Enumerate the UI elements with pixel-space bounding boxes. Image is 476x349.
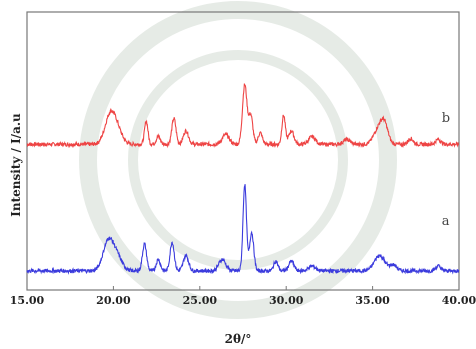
x-axis-ticks: 15.00 20.00 25.00 30.00 35.00 40.00 [10, 286, 476, 307]
y-axis-label: Intensity / I/a.u [9, 113, 23, 217]
x-tick-label: 15.00 [10, 294, 45, 307]
x-axis-label: 2θ/° [225, 332, 252, 346]
x-tick-label: 25.00 [183, 294, 218, 307]
series-line-b [26, 83, 460, 149]
series-label-a: a [442, 214, 450, 229]
x-tick-label: 20.00 [96, 294, 131, 307]
series-label-b: b [442, 111, 450, 126]
series-labels: ba [442, 111, 450, 229]
x-tick-label: 30.00 [269, 294, 304, 307]
series-line-a [26, 184, 460, 275]
watermark [79, 1, 397, 319]
series-layer [26, 83, 460, 275]
x-tick-label: 35.00 [355, 294, 390, 307]
x-tick-label: 40.00 [442, 294, 476, 307]
plot-frame [26, 11, 460, 291]
